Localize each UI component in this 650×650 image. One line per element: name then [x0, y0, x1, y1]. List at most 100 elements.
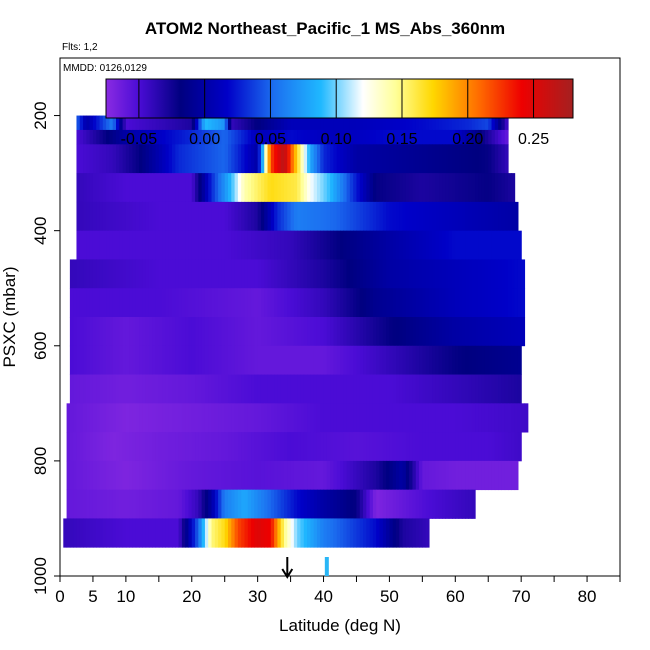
heatmap-cell: [287, 460, 292, 491]
heatmap-cell: [323, 144, 328, 174]
heatmap-cell: [428, 144, 433, 174]
heatmap-cell: [333, 345, 338, 375]
heatmap-cell: [491, 230, 496, 260]
heatmap-cell: [432, 129, 437, 145]
heatmap-cell: [422, 432, 427, 462]
heatmap-cell: [465, 201, 470, 232]
heatmap-cell: [254, 230, 259, 260]
heatmap-cell: [112, 129, 117, 145]
heatmap-cell: [96, 374, 101, 404]
heatmap-cell: [195, 317, 199, 347]
heatmap-cell: [300, 129, 305, 145]
heatmap-cell: [79, 374, 84, 404]
heatmap-cell: [284, 403, 288, 433]
heatmap-cell: [412, 259, 417, 289]
heatmap-cell: [372, 345, 377, 375]
heatmap-cell: [442, 345, 447, 375]
heatmap-cell: [501, 345, 506, 375]
heatmap-cell: [204, 432, 209, 462]
heatmap-cell: [504, 432, 509, 462]
heatmap-cell: [139, 374, 143, 404]
heatmap-cell: [478, 173, 483, 203]
heatmap-cell: [162, 288, 167, 318]
heatmap-cell: [313, 173, 318, 203]
heatmap-cell: [165, 489, 170, 519]
heatmap-cell: [445, 129, 450, 145]
heatmap-cell: [511, 259, 516, 289]
heatmap-cell: [372, 432, 377, 462]
heatmap-cell: [218, 173, 223, 203]
heatmap-cell: [458, 432, 463, 462]
heatmap-cell: [461, 129, 466, 145]
heatmap-cell: [208, 489, 213, 519]
heatmap-cell: [504, 259, 509, 289]
heatmap-cell: [76, 460, 81, 491]
heatmap-cell: [491, 129, 496, 145]
heatmap-cell: [83, 317, 87, 347]
heatmap-cell: [188, 432, 193, 462]
heatmap-cell: [198, 144, 203, 174]
heatmap-cell: [165, 230, 170, 260]
heatmap-cell: [455, 403, 460, 433]
heatmap-cell: [241, 129, 246, 145]
heatmap-cell: [112, 403, 117, 433]
heatmap-cell: [221, 288, 226, 318]
heatmap-cell: [419, 173, 423, 203]
heatmap-cell: [379, 115, 384, 131]
heatmap-cell: [270, 374, 275, 404]
heatmap-cell: [313, 432, 318, 462]
heatmap-cell: [340, 432, 344, 462]
heatmap-cell: [102, 144, 107, 174]
heatmap-cell: [155, 489, 160, 519]
heatmap-cell: [415, 489, 420, 519]
heatmap-cell: [204, 144, 209, 174]
heatmap-cell: [471, 201, 476, 232]
heatmap-cell: [204, 201, 209, 232]
heatmap-cell: [188, 173, 193, 203]
heatmap-cell: [168, 374, 173, 404]
heatmap-cell: [208, 317, 213, 347]
heatmap-cell: [277, 230, 282, 260]
heatmap-cell: [425, 201, 430, 232]
heatmap-cell: [211, 374, 216, 404]
heatmap-cell: [204, 129, 209, 145]
heatmap-cell: [204, 115, 209, 131]
heatmap-cell: [191, 201, 196, 232]
heatmap-cell: [86, 345, 91, 375]
heatmap-cell: [129, 432, 134, 462]
heatmap-cell: [465, 144, 470, 174]
heatmap-cell: [379, 230, 384, 260]
heatmap-cell: [438, 460, 443, 491]
heatmap-cell: [122, 259, 127, 289]
heatmap-cell: [92, 460, 97, 491]
heatmap-cell: [326, 288, 331, 318]
heatmap-cell: [119, 489, 124, 519]
heatmap-cell: [254, 432, 259, 462]
heatmap-cell: [336, 403, 341, 433]
heatmap-cell: [425, 432, 430, 462]
heatmap-cell: [349, 345, 354, 375]
heatmap-cell: [412, 518, 417, 548]
heatmap-cell: [106, 518, 111, 548]
heatmap-cell: [402, 403, 407, 433]
heatmap-cell: [145, 489, 150, 519]
heatmap-cell: [270, 201, 275, 232]
heatmap-cell: [353, 230, 358, 260]
heatmap-cell: [524, 403, 529, 433]
heatmap-cell: [501, 288, 506, 318]
heatmap-cell: [293, 374, 298, 404]
heatmap-cell: [211, 230, 216, 260]
heatmap-cell: [333, 460, 338, 491]
heatmap-cell: [178, 288, 183, 318]
heatmap-cell: [293, 173, 298, 203]
heatmap-cell: [178, 115, 183, 131]
heatmap-cell: [195, 460, 199, 491]
heatmap-cell: [465, 317, 470, 347]
heatmap-cell: [185, 201, 190, 232]
heatmap-cell: [214, 460, 219, 491]
heatmap-cell: [452, 173, 456, 203]
heatmap-cell: [300, 115, 305, 131]
heatmap-cell: [139, 173, 143, 203]
heatmap-cell: [181, 432, 186, 462]
heatmap-cell: [310, 317, 315, 347]
